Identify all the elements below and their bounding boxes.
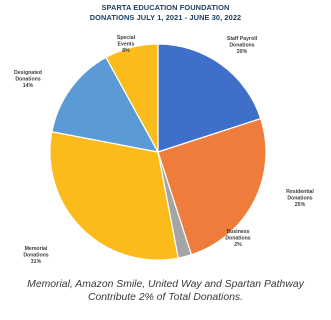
slice-label-0: Staff Payroll Donations 20% <box>227 36 258 55</box>
slice-label-4: Designated Donations 14% <box>14 70 42 89</box>
caption-line-1: Memorial, Amazon Smile, United Way and S… <box>27 279 304 290</box>
caption-line-2: Contribute 2% of Total Donations. <box>88 292 243 303</box>
slice-label-5: Special Events 8% <box>117 35 136 54</box>
chart-title: SPARTA EDUCATION FOUNDATION <box>101 3 230 12</box>
pie-slice-3 <box>49 131 179 261</box>
chart-subtitle: DONATIONS JULY 1, 2021 - JUNE 30, 2022 <box>89 13 242 22</box>
slice-label-2: Business Donations 2% <box>225 229 250 248</box>
pie-slice-5 <box>105 43 159 153</box>
slice-label-3: Memorial Donations 31% <box>23 246 48 265</box>
pie-svg: Staff Payroll Donations 20% Residential Dona… <box>14 35 314 265</box>
slice-label-1: Residential Donations 25% <box>286 189 314 208</box>
pie-slice-1 <box>157 117 267 256</box>
pie-slice-4 <box>51 56 160 153</box>
pie-slice-0 <box>157 43 262 153</box>
pie-chart: SPARTA EDUCATION FOUNDATION DONATIONS JU… <box>14 3 314 265</box>
